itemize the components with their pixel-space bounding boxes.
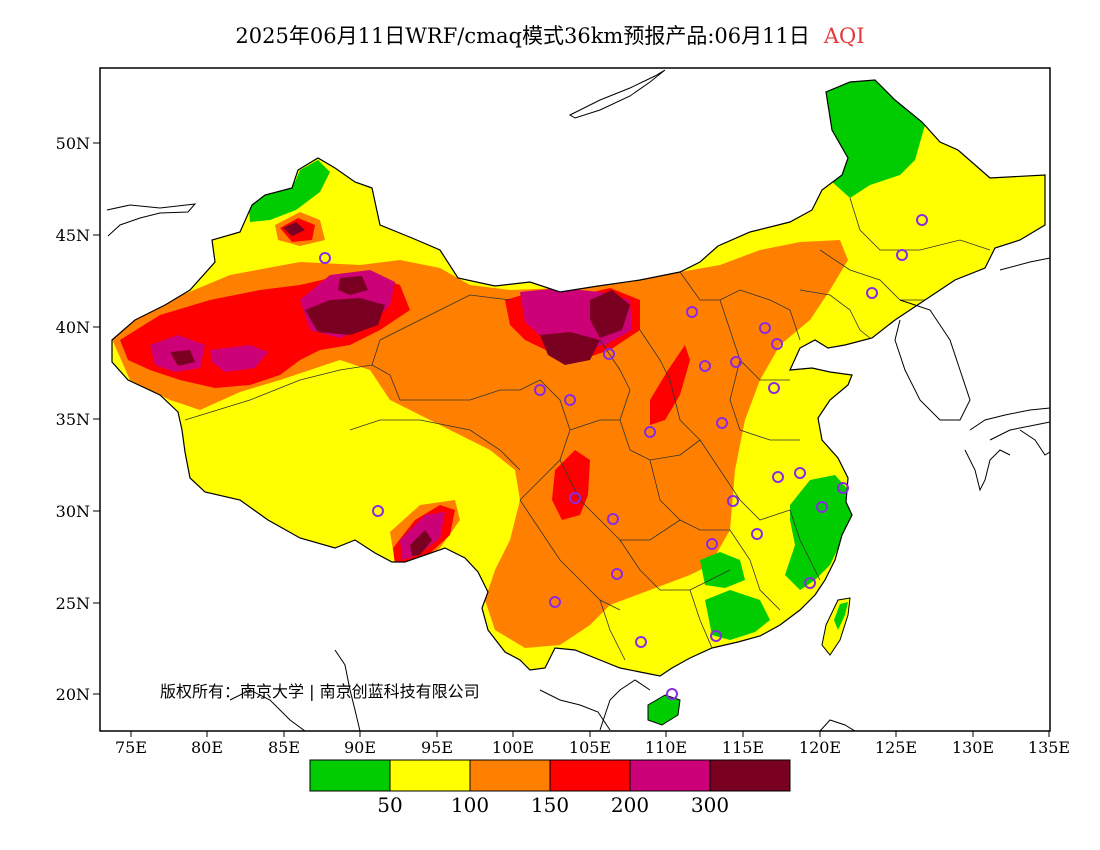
station-marker — [771, 338, 783, 350]
station-marker — [794, 467, 806, 479]
lon-label: 130E — [952, 738, 994, 757]
legend-swatch — [709, 759, 791, 792]
station-marker — [866, 287, 878, 299]
station-marker — [686, 306, 698, 318]
lon-label: 95E — [421, 738, 453, 757]
lat-label: 25N — [56, 594, 90, 613]
station-marker — [727, 495, 739, 507]
station-marker — [569, 492, 581, 504]
lat-label: 30N — [56, 502, 90, 521]
legend-swatch — [469, 759, 551, 792]
neighbor-coastlines — [106, 69, 1050, 731]
lon-label: 135E — [1028, 738, 1070, 757]
lon-label: 80E — [191, 738, 223, 757]
station-marker — [804, 577, 816, 589]
lon-label: 110E — [645, 738, 687, 757]
station-marker — [706, 538, 718, 550]
taiwan-green-zone — [834, 602, 848, 630]
station-marker — [768, 382, 780, 394]
legend-tick-label: 100 — [451, 793, 489, 817]
legend-tick-label: 50 — [377, 793, 402, 817]
station-marker — [603, 348, 615, 360]
legend-tick-label: 200 — [611, 793, 649, 817]
lon-label: 85E — [268, 738, 300, 757]
station-marker — [699, 360, 711, 372]
lon-label: 100E — [492, 738, 534, 757]
station-marker — [611, 568, 623, 580]
legend-swatch — [389, 759, 471, 792]
station-marker — [816, 501, 828, 513]
station-marker — [635, 636, 647, 648]
legend-tick-label: 150 — [531, 793, 569, 817]
station-marker — [372, 505, 384, 517]
station-marker — [716, 417, 728, 429]
lat-axis: 50N 45N 40N 35N 30N 25N 20N — [56, 134, 100, 704]
lat-label: 20N — [56, 685, 90, 704]
lat-label: 35N — [56, 410, 90, 429]
station-marker — [751, 528, 763, 540]
station-marker — [319, 252, 331, 264]
station-markers — [319, 214, 928, 700]
china-outline — [111, 79, 1046, 677]
station-marker — [710, 630, 722, 642]
map-title: 2025年06月11日WRF/cmaq模式36km预报产品:06月11日 AQI — [0, 20, 1100, 50]
lon-label: 90E — [344, 738, 376, 757]
station-marker — [916, 214, 928, 226]
lon-label: 105E — [569, 738, 611, 757]
lon-label: 120E — [799, 738, 841, 757]
station-marker — [730, 356, 742, 368]
station-marker — [666, 688, 678, 700]
station-marker — [644, 426, 656, 438]
station-marker — [607, 513, 619, 525]
station-marker — [534, 384, 546, 396]
map-title-variable: AQI — [823, 24, 865, 48]
lon-label: 115E — [722, 738, 764, 757]
station-marker — [759, 322, 771, 334]
lon-axis: 75E 80E 85E 90E 95E 100E 105E 110E 115E … — [115, 731, 1070, 757]
lat-label: 45N — [56, 226, 90, 245]
map-title-main: 2025年06月11日WRF/cmaq模式36km预报产品:06月11日 — [235, 24, 810, 48]
aqi-legend: 50 100 150 200 300 — [309, 759, 791, 817]
station-marker — [549, 596, 561, 608]
map-frame-border — [99, 67, 1051, 732]
lon-label: 75E — [115, 738, 147, 757]
station-marker — [564, 394, 576, 406]
station-marker — [772, 471, 784, 483]
lat-label: 40N — [56, 318, 90, 337]
station-marker — [896, 249, 908, 261]
legend-swatch — [309, 759, 391, 792]
station-marker — [837, 482, 849, 494]
legend-swatch — [549, 759, 631, 792]
lat-label: 50N — [56, 134, 90, 153]
legend-swatch — [629, 759, 711, 792]
hainan-island — [647, 694, 681, 726]
copyright-text: 版权所有：南京大学 | 南京创蓝科技有限公司 — [160, 682, 480, 701]
legend-tick-label: 300 — [691, 793, 729, 817]
lon-label: 125E — [875, 738, 917, 757]
